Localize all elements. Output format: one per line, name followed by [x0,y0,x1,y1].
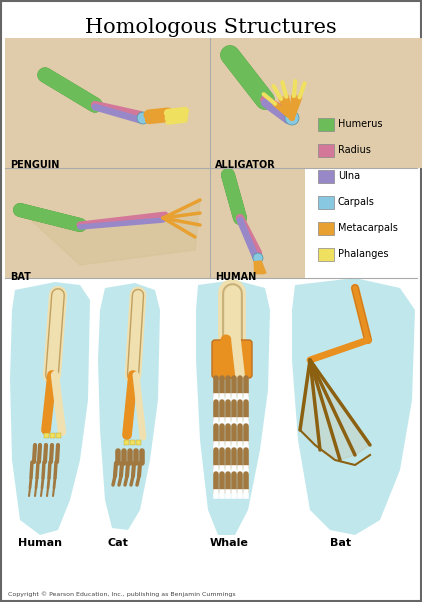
Polygon shape [5,168,210,278]
Text: ALLIGATOR: ALLIGATOR [215,160,276,170]
Bar [318,144,334,157]
Bar [136,440,141,445]
Polygon shape [10,282,90,535]
Polygon shape [20,200,200,265]
Text: Ulna: Ulna [338,171,360,181]
Bar [130,440,135,445]
Bar [318,170,334,183]
Bar [318,118,334,131]
Text: PENGUIN: PENGUIN [10,160,60,170]
Bar [318,222,334,235]
Text: Carpals: Carpals [338,197,375,207]
Text: Radius: Radius [338,145,371,155]
Text: Metacarpals: Metacarpals [338,223,398,233]
Bar [56,433,61,438]
Ellipse shape [137,112,149,124]
Polygon shape [5,38,210,168]
Bar [124,440,129,445]
Text: Cat: Cat [108,538,129,548]
Polygon shape [300,360,370,460]
Text: Copyright © Pearson Education, Inc., publishing as Benjamin Cummings: Copyright © Pearson Education, Inc., pub… [8,591,235,597]
FancyBboxPatch shape [212,340,252,378]
Text: Humerus: Humerus [338,119,382,129]
Bar [318,248,334,261]
Polygon shape [196,280,270,535]
Bar [44,433,49,438]
Ellipse shape [285,111,299,125]
Text: Homologous Structures: Homologous Structures [85,18,337,37]
Text: Whale: Whale [210,538,249,548]
Text: Phalanges: Phalanges [338,249,389,259]
Text: BAT: BAT [10,272,31,282]
Bar [50,433,55,438]
Polygon shape [292,278,415,535]
Polygon shape [210,38,422,168]
Ellipse shape [253,253,263,263]
Polygon shape [98,283,160,530]
Polygon shape [210,168,305,278]
Text: Bat: Bat [330,538,351,548]
Bar [5,278,417,575]
Bar [318,196,334,209]
Text: Human: Human [18,538,62,548]
Text: HUMAN: HUMAN [215,272,256,282]
